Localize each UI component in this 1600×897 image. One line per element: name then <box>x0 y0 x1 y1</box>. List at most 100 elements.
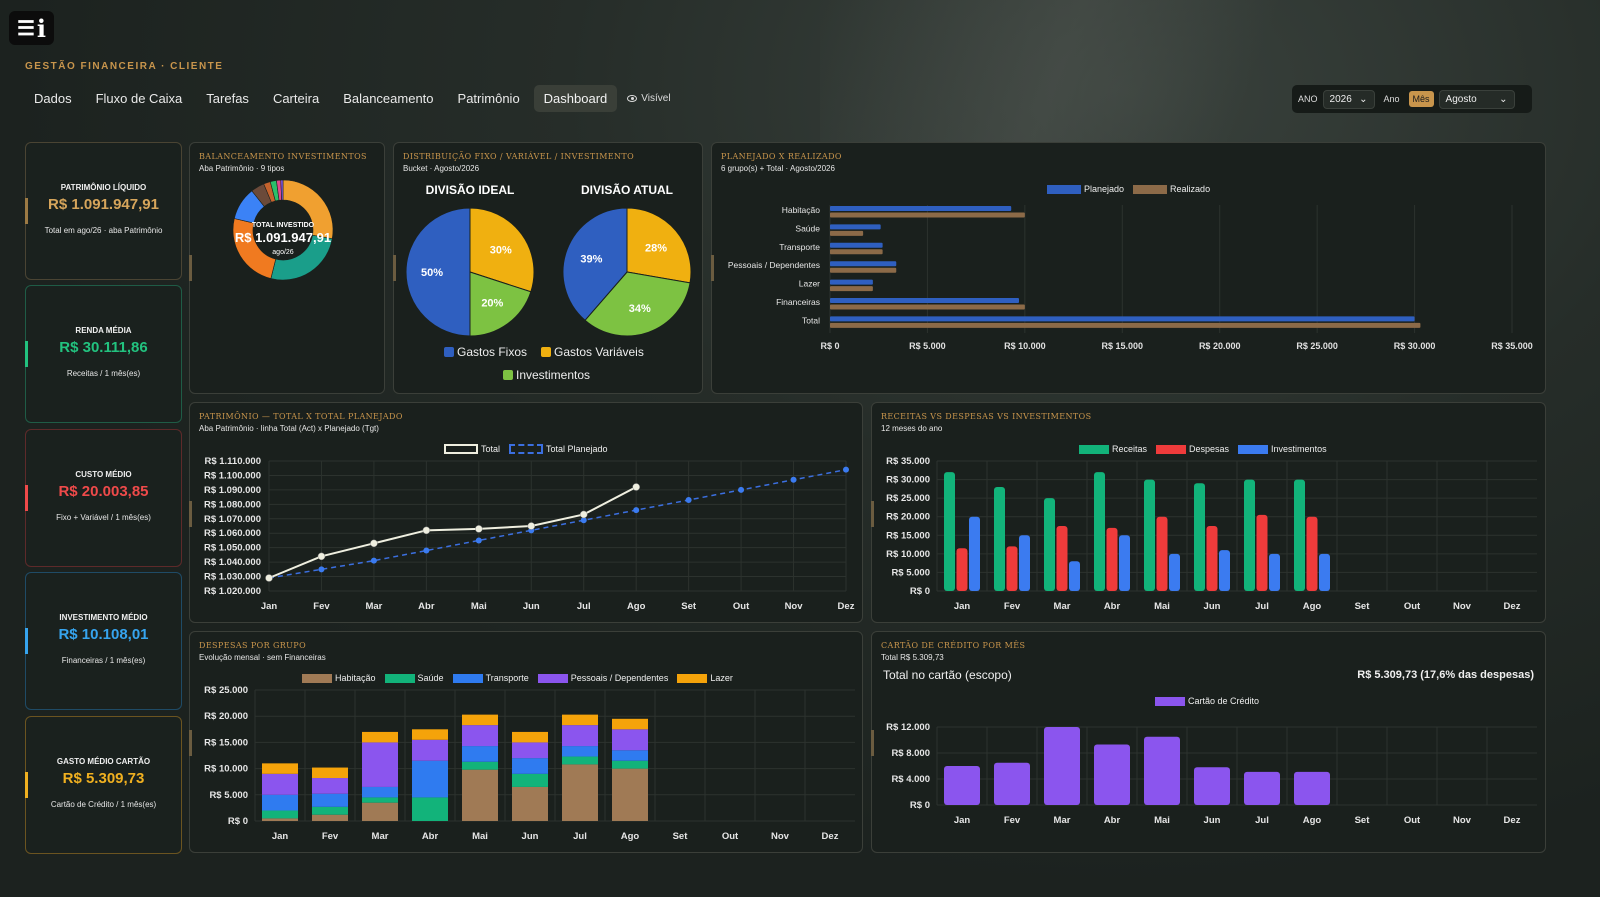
legend-label: Pessoais / Dependentes <box>570 673 669 683</box>
eye-icon <box>627 95 638 102</box>
x-tick-label: R$ 30.000 <box>1394 341 1436 351</box>
panel-title: CARTÃO DE CRÉDITO POR MÊS <box>881 641 1026 650</box>
tab-fluxo-de-caixa[interactable]: Fluxo de Caixa <box>95 91 183 106</box>
stacked-segment <box>412 797 448 821</box>
point-planejado <box>843 466 849 473</box>
x-tick-label: Jan <box>954 815 971 826</box>
x-tick-label: Ago <box>627 601 646 612</box>
tab-patrimonio[interactable]: Patrimônio <box>457 91 520 106</box>
tab-tarefas[interactable]: Tarefas <box>206 91 249 106</box>
year-select[interactable]: 2026 ⌄ <box>1322 89 1375 109</box>
kpi-investimento: INVESTIMENTO MÉDIO R$ 10.108,01 Financeira… <box>25 572 182 710</box>
cartao-total-label: Total no cartão (escopo) <box>883 668 1012 682</box>
kpi-renda: RENDA MÉDIA R$ 30.111,86 Receitas / 1 mês(… <box>25 285 182 423</box>
point-total <box>265 574 273 582</box>
tab-dashboard[interactable]: Dashboard <box>533 85 618 112</box>
x-tick-label: Jun <box>523 601 540 612</box>
stacked-segment <box>512 731 548 743</box>
stacked-segment <box>612 768 648 821</box>
stacked-segment <box>512 773 548 787</box>
legend-swatch <box>1079 444 1109 454</box>
point-planejado <box>790 476 797 483</box>
point-planejado <box>685 497 692 503</box>
stacked-segment <box>362 731 398 743</box>
legend-label: Total <box>481 444 501 454</box>
visibility-toggle[interactable]: Visível <box>621 87 676 110</box>
x-tick-label: Set <box>673 831 689 842</box>
stacked-segment <box>512 786 548 821</box>
stacked-segment <box>562 746 598 757</box>
x-tick-label: Out <box>1404 815 1421 826</box>
kpi-accent <box>25 485 28 511</box>
pie-slice <box>469 207 535 293</box>
kpi-value: R$ 1.091.947,91 <box>48 196 159 213</box>
bar-cartao <box>944 766 980 805</box>
bar-receitas <box>1244 479 1255 591</box>
legend-label: Investimentos <box>1271 444 1327 454</box>
kpi-value: R$ 10.108,01 <box>58 626 149 643</box>
x-tick-label: Nov <box>1453 601 1472 612</box>
legend-investimentos: Investimentos <box>1238 444 1327 454</box>
stacked-segment <box>362 742 398 787</box>
kpi-accent <box>25 341 28 367</box>
legend-label: Lazer <box>710 673 733 683</box>
kpi-accent <box>25 772 28 798</box>
kpi-label: GASTO MÉDIO CARTÃO <box>56 757 151 766</box>
tab-dados[interactable]: Dados <box>34 91 72 106</box>
kpi-cartao: GASTO MÉDIO CARTÃO R$ 5.309,73 Cartão de C… <box>25 716 182 854</box>
kpi-sub: Total em ago/26 · aba Patrimônio <box>44 226 163 235</box>
bar-receitas <box>994 487 1005 591</box>
x-tick-label: Jun <box>1204 815 1221 826</box>
legend-planejado: Planejado <box>1047 184 1124 194</box>
bar-realizado <box>830 267 897 273</box>
x-tick-label: Dez <box>822 831 839 842</box>
month-select[interactable]: Agosto ⌄ <box>1438 89 1515 109</box>
x-tick-label: Fev <box>322 831 339 842</box>
stacked-segment <box>262 810 298 819</box>
bar-investimentos <box>1169 553 1180 591</box>
panel-despesas-grupo: DESPESAS POR GRUPO Evolução mensal · sem… <box>189 631 863 853</box>
y-tick-label: R$ 15.000 <box>886 530 930 541</box>
legend-label: Total Planejado <box>546 444 608 454</box>
legend-swatch <box>1156 444 1187 454</box>
legend-swatch <box>1047 184 1081 194</box>
x-tick-label: Mar <box>372 831 389 842</box>
bar-planejado <box>830 206 1012 211</box>
legend-label: Gastos Variáveis <box>554 345 644 359</box>
series-line-total <box>268 486 637 579</box>
series-line-planejado <box>268 468 847 579</box>
y-tick-label: R$ 1.020.000 <box>204 586 261 597</box>
tab-balanceamento[interactable]: Balanceamento <box>343 91 434 106</box>
y-tick-label: R$ 1.110.000 <box>204 456 261 467</box>
bar-investimentos <box>1269 553 1280 591</box>
stacked-segment <box>312 767 348 779</box>
pie-charts: DIVISÃO IDEAL DIVISÃO ATUAL 30% 20% 50% 28%… <box>405 182 692 337</box>
bar-planejado <box>830 298 1020 303</box>
kpi-label: INVESTIMENTO MÉDIO <box>59 613 148 622</box>
y-tick-label: R$ 12.000 <box>886 722 930 733</box>
legend-pessoais: Pessoais / Dependentes <box>537 673 669 683</box>
pie-slice <box>469 271 532 337</box>
bar-cartao <box>1194 767 1230 805</box>
y-category-label: Habitação <box>782 205 821 215</box>
point-total <box>370 539 378 548</box>
stacked-segment <box>462 725 498 747</box>
bar-investimentos <box>1219 550 1230 591</box>
panel-subtitle: Bucket · Agosto/2026 <box>403 164 480 173</box>
y-tick-label: R$ 1.080.000 <box>204 499 261 510</box>
ideal-title: DIVISÃO IDEAL <box>426 182 515 197</box>
x-tick-label: Nov <box>1453 815 1472 826</box>
toggle-ano[interactable]: Ano <box>1383 94 1400 104</box>
x-tick-label: R$ 5.000 <box>909 341 946 351</box>
bar-receitas <box>1294 479 1305 591</box>
stacked-segment <box>612 729 648 751</box>
bar-planejado <box>830 279 873 285</box>
stacked-segment <box>512 758 548 774</box>
panel-accent <box>189 730 192 756</box>
bar-receitas <box>1144 479 1155 591</box>
hbar-chart: R$ 0 R$ 5.000 R$ 10.000 R$ 15.000 R$ 20.000 R… <box>728 205 1533 351</box>
toggle-mes[interactable]: Mês <box>1408 91 1434 107</box>
bar-receitas <box>1194 483 1205 591</box>
tab-carteira[interactable]: Carteira <box>272 91 320 106</box>
menu-button[interactable]: ☰ i <box>9 11 54 45</box>
